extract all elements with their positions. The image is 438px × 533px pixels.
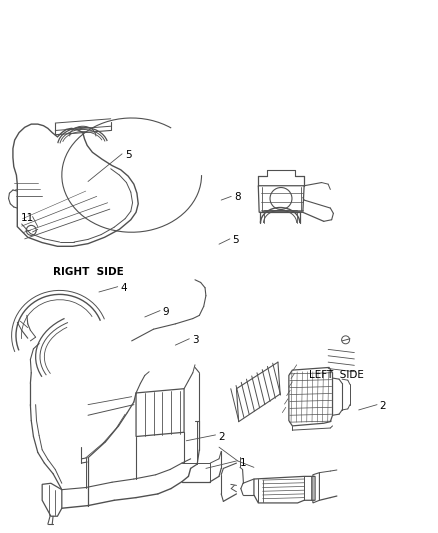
Text: 1: 1 [240,458,246,468]
Text: 2: 2 [218,432,225,441]
Text: 5: 5 [125,150,131,160]
Text: 9: 9 [162,306,169,317]
Text: 8: 8 [234,192,240,203]
Text: 2: 2 [379,401,386,411]
Text: 11: 11 [21,213,35,223]
Text: LEFT  SIDE: LEFT SIDE [310,370,364,381]
Text: 4: 4 [120,282,127,293]
Text: 5: 5 [232,235,239,245]
Text: RIGHT  SIDE: RIGHT SIDE [53,267,124,277]
Text: 3: 3 [192,335,198,345]
